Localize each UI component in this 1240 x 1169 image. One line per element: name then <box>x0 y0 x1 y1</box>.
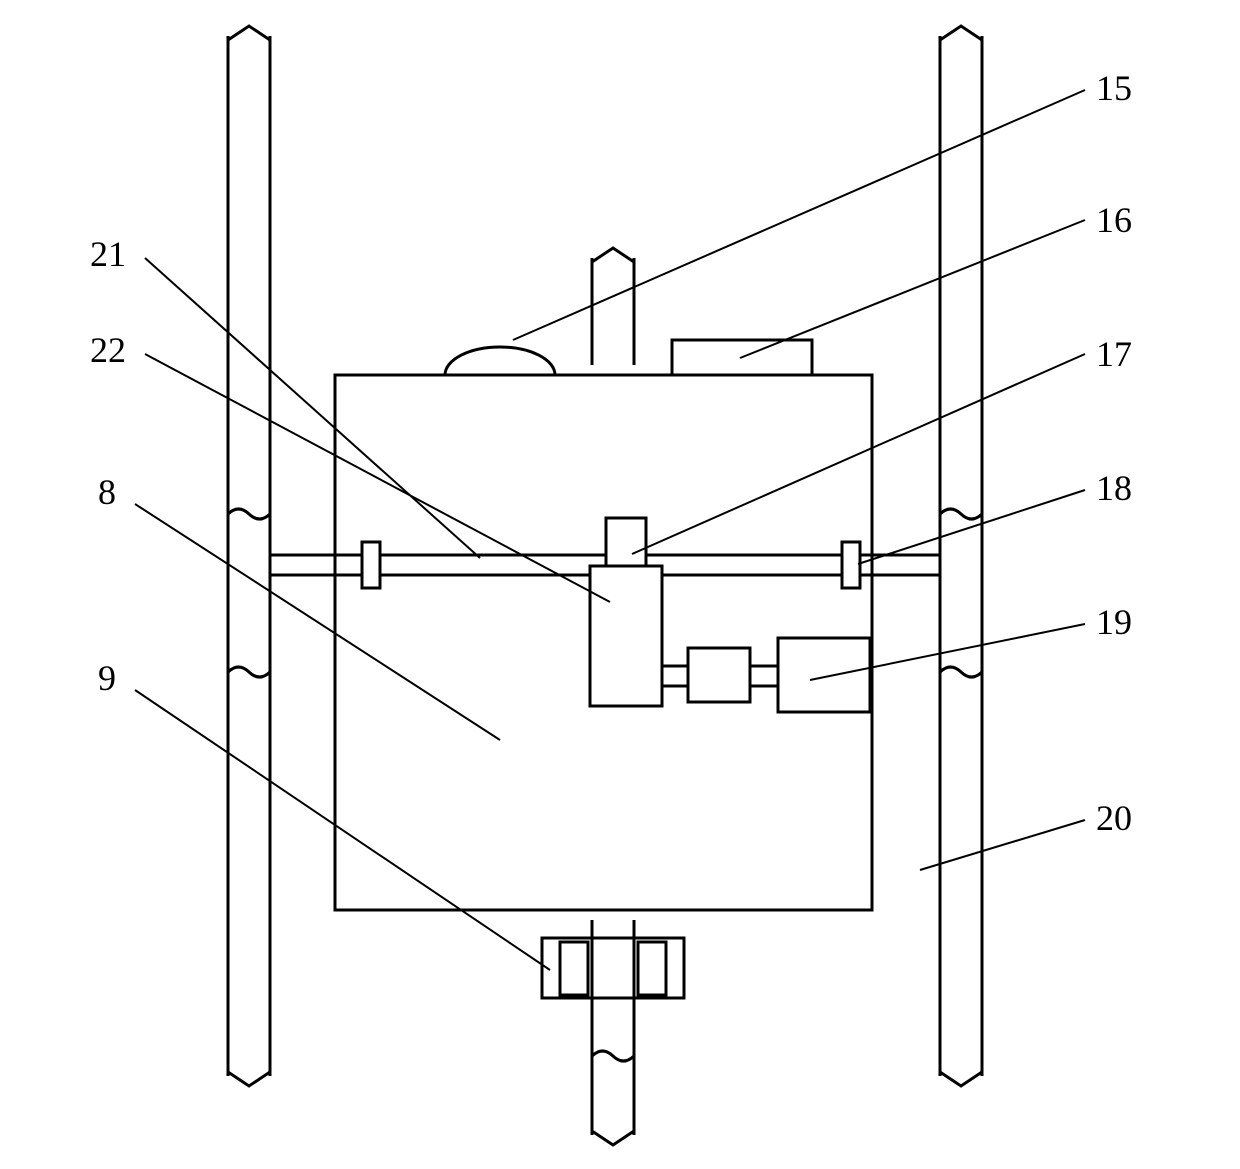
label-20: 20 <box>1096 798 1132 838</box>
left-pillar-break-top <box>228 26 270 40</box>
gearbox-small <box>688 648 750 702</box>
shaft-seg-left <box>270 555 335 575</box>
label-19: 19 <box>1096 602 1132 642</box>
motor-19 <box>778 638 870 712</box>
label-16: 16 <box>1096 200 1132 240</box>
gear-upper-17 <box>606 518 646 566</box>
center-pillar-lower-break <box>592 1051 634 1061</box>
label-21: 21 <box>90 234 126 274</box>
right-pillar-break-bottom <box>940 1072 982 1086</box>
left-pillar-break-bottom <box>228 1072 270 1086</box>
bottom-bracket-roller-r <box>638 942 666 995</box>
left-pillar-break-2 <box>228 667 270 677</box>
shaft-seg-right <box>872 555 940 575</box>
bearing-right-18 <box>842 542 860 588</box>
label-8: 8 <box>98 472 116 512</box>
label-17: 17 <box>1096 334 1132 374</box>
bearing-left <box>362 542 380 588</box>
label-9: 9 <box>98 658 116 698</box>
leader-lbl18 <box>858 490 1085 564</box>
right-pillar-break-top <box>940 26 982 40</box>
leader-lbl16 <box>740 220 1085 358</box>
right-pillar-break-2 <box>940 667 982 677</box>
label-18: 18 <box>1096 468 1132 508</box>
center-pillar-upper-break-top <box>592 248 634 262</box>
gear-lower-22 <box>590 566 662 706</box>
label-15: 15 <box>1096 68 1132 108</box>
right-pillar-break-1 <box>940 509 982 519</box>
label-22: 22 <box>90 330 126 370</box>
bottom-bracket-roller-l <box>560 942 588 995</box>
center-pillar-lower-break-bottom <box>592 1131 634 1145</box>
left-pillar-break-1 <box>228 509 270 519</box>
leader-lbl20 <box>920 820 1085 870</box>
leader-lbl15 <box>513 90 1085 340</box>
dome-15 <box>445 347 555 375</box>
